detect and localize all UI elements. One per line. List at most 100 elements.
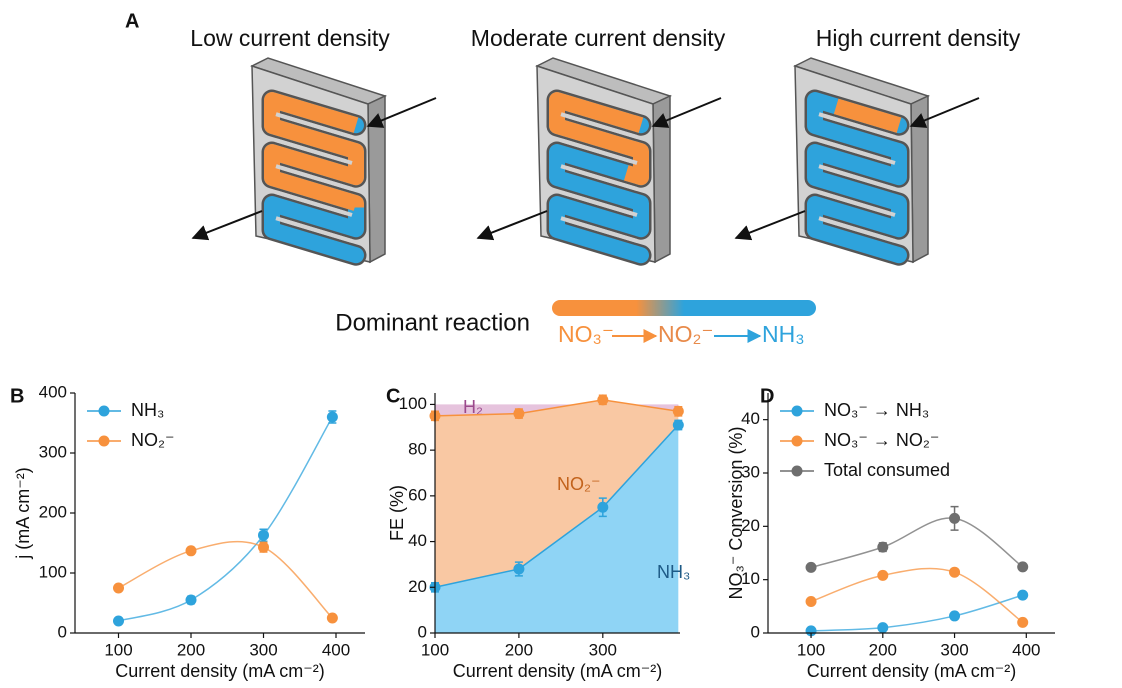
legend-marker [791,435,803,447]
data-point [326,612,338,624]
devices [191,57,980,266]
data-point [949,610,961,622]
channel-gap [560,138,638,165]
channel-gap [818,190,896,217]
data-point [258,541,269,553]
chart: C H₂ NH₃ NO₂⁻ 0 20 40 60 80 100 100 200 300 Current d… [386,385,690,680]
reaction-step: NO₃⁻ [558,321,614,347]
panel-label: C [386,385,400,407]
series-line [810,517,1024,569]
x-tick-label: 200 [869,640,897,659]
legend-marker [791,465,803,477]
series-line [118,540,333,619]
reaction-title: Dominant reaction [335,309,530,336]
reaction-step: NO₂⁻ [658,321,714,347]
series-line [810,567,1024,623]
y-tick-label: 200 [39,502,67,521]
panel-label: B [10,385,24,407]
chart: D NO₃⁻ → NH₃ NO₃⁻ → NO₂⁻ Total consumed 0 10 2… [726,385,1055,681]
channel-gap [818,164,896,191]
y-axis-label: NO₃⁻ Conversion (%) [726,427,746,600]
y-tick-label: 60 [408,485,427,504]
device-title: Moderate current density [471,25,726,51]
data-point [513,408,525,420]
series-line [434,424,679,589]
y-tick-label: 20 [408,577,427,596]
y-tick-label: 0 [418,622,427,641]
x-tick-label: 100 [104,640,132,659]
data-point [597,501,609,513]
data-point [877,541,889,553]
series-label: NH₃ [657,562,690,582]
y-tick-label: 10 [741,569,760,588]
y-tick-label: 400 [39,382,67,401]
device [734,57,980,266]
legend-label: Total consumed [824,460,950,480]
channel-orange [549,92,649,263]
data-point [672,419,684,431]
y-tick-label: 300 [39,442,67,461]
channel-gap [818,216,896,243]
x-axis-label: Current density (mA cm⁻²) [115,661,325,681]
inlet-arrow [366,97,437,128]
channel-blue [807,92,907,264]
channel-gap [560,112,638,139]
x-tick-label: 400 [1012,640,1040,659]
data-point [672,405,684,417]
channel-gap [560,164,638,191]
series-line [434,399,679,417]
reaction-bar [552,300,816,316]
channel-gap [818,138,896,165]
x-tick-label: 100 [421,640,449,659]
channel-gap [275,164,353,191]
legend-marker [98,435,110,447]
data-point [805,625,817,637]
device-title: High current density [816,25,1021,51]
device [476,57,722,266]
y-axis-label: j (mA cm⁻²) [13,467,33,560]
x-axis-label: Current density (mA cm⁻²) [453,661,663,681]
data-point [805,561,817,573]
x-tick-label: 200 [505,640,533,659]
channel-gap [275,112,353,139]
data-point [185,594,197,606]
x-tick-label: 400 [322,640,350,659]
x-axis-label: Current density (mA cm⁻²) [807,661,1017,681]
series-area [435,399,679,588]
device-title: Low current density [190,25,390,51]
data-point [877,622,889,634]
y-tick-label: 30 [741,462,760,481]
data-point [805,596,817,608]
data-point [1017,589,1029,601]
y-tick-label: 40 [741,409,760,428]
channel-gap [560,190,638,217]
y-tick-label: 0 [58,622,67,641]
chart: B NH₃ NO₂⁻ 0 100 200 300 400 100 200 300 400 Current… [10,382,365,681]
band-label: H₂ [463,397,483,417]
y-tick-label: 0 [751,622,760,641]
x-tick-label: 300 [249,640,277,659]
data-point [513,563,525,575]
data-point [1017,561,1029,573]
data-point [326,411,338,423]
channel-gap [560,216,638,243]
channel-gap [275,138,353,165]
data-point [258,529,269,541]
channel-gap [275,190,353,217]
inlet-arrow [651,97,722,128]
series-line [118,416,334,622]
series-line [811,594,1023,632]
data-point [877,569,889,581]
inlet-arrow [909,97,980,128]
x-tick-label: 100 [797,640,825,659]
data-point [949,512,961,524]
data-point [1017,616,1029,628]
legend-marker [98,405,110,417]
outlet-arrow [476,210,548,241]
legend-label: NO₃⁻ → NO₂⁻ [824,430,939,450]
series-label: NO₂⁻ [557,474,601,494]
data-point [597,394,609,406]
y-tick-label: 100 [39,562,67,581]
data-point [113,582,124,594]
